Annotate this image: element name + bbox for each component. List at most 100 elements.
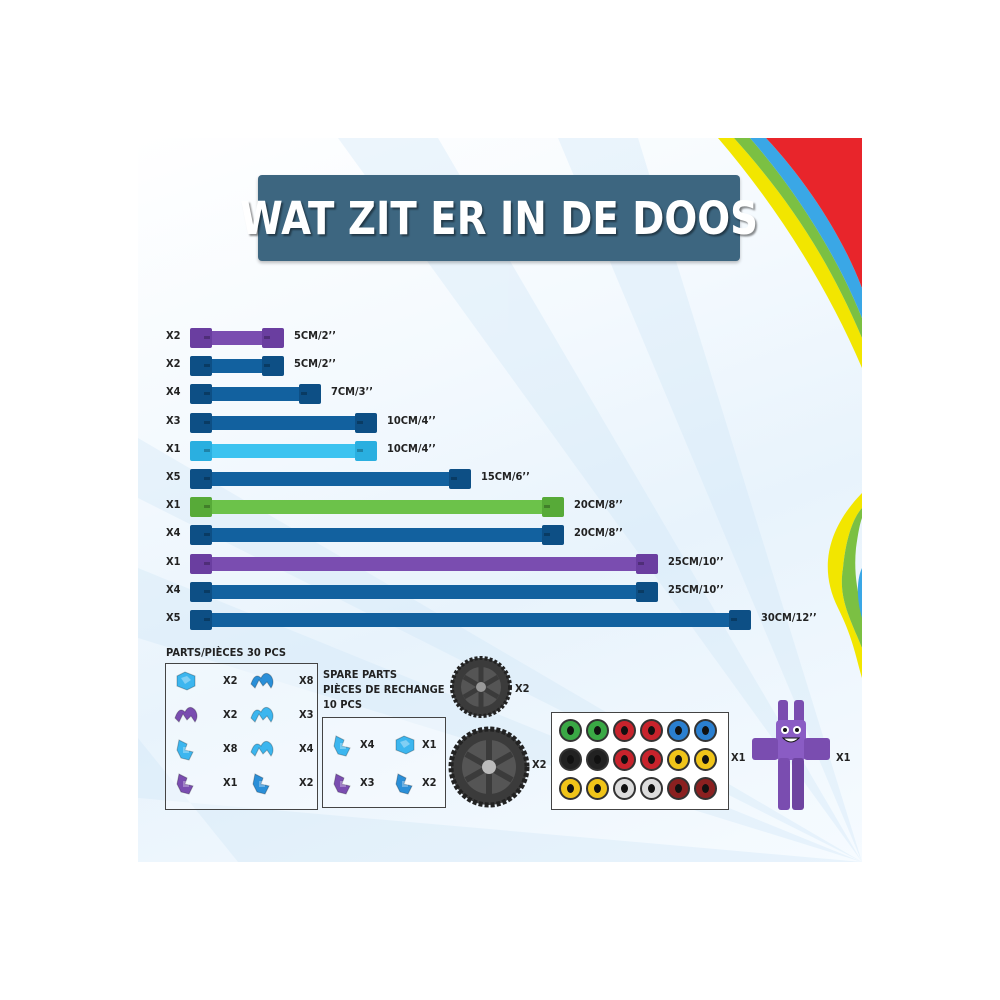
rod-quantity: X2 — [166, 357, 181, 371]
rod-quantity: X1 — [166, 498, 181, 512]
rod-end-cap — [190, 610, 212, 630]
rod-end-cap — [355, 412, 377, 433]
rod-end-cap — [190, 328, 212, 348]
eye-sticker — [559, 777, 582, 800]
eye-sticker — [667, 748, 690, 771]
rod-end-cap — [298, 384, 321, 405]
light-blue-double-clip-icon — [249, 736, 275, 767]
rod-blue — [190, 356, 284, 377]
rod-blue — [190, 469, 471, 489]
light-blue-hub-connector-icon — [173, 736, 199, 767]
spare-heading-2: PIÈCES DE RECHANGE — [323, 683, 445, 696]
rod-end-cap — [190, 581, 212, 602]
eye-sticker — [640, 719, 663, 742]
rod-quantity: X2 — [166, 329, 181, 342]
parts-qty: X2 — [223, 708, 238, 721]
rod-blue — [190, 412, 377, 433]
rod-end-cap — [190, 525, 212, 546]
rod-length-label: 25CM/10’’ — [667, 582, 724, 596]
rod-end-cap — [190, 384, 212, 405]
rod-end-cap — [190, 440, 212, 461]
eye-sticker — [559, 748, 582, 771]
rod-purple — [190, 328, 284, 348]
rod-blue — [190, 525, 564, 546]
light-blue-connector-icon — [392, 732, 418, 763]
eye-sticker — [694, 777, 717, 800]
rod-quantity: X4 — [166, 582, 181, 596]
purple-clip-connector-icon — [173, 702, 199, 733]
eye-sticker — [694, 719, 717, 742]
rod-green — [190, 497, 564, 518]
purple-bunny-figure-icon — [752, 700, 830, 810]
eye-sticker — [586, 719, 609, 742]
light-blue-clip-connector-icon — [249, 702, 275, 733]
rod-quantity: X3 — [166, 413, 181, 427]
rod-end-cap — [190, 497, 212, 518]
spare-qty: X3 — [360, 776, 375, 789]
rod-quantity: X1 — [166, 441, 181, 455]
rod-end-cap — [448, 469, 471, 489]
rod-length-label: 5CM/2’’ — [293, 357, 336, 371]
spare-qty: X2 — [422, 776, 437, 789]
parts-qty: X3 — [299, 708, 314, 721]
parts-qty: X2 — [223, 674, 238, 687]
eye-sticker — [586, 777, 609, 800]
rod-length-label: 20CM/8’’ — [574, 526, 623, 540]
rod-length-label: 7CM/3’’ — [330, 385, 373, 399]
rod-end-cap — [190, 356, 212, 377]
rod-length-label: 25CM/10’’ — [667, 554, 724, 568]
rod-quantity: X5 — [166, 611, 181, 624]
purple-hub-connector-icon — [330, 770, 356, 801]
rod-end-cap — [635, 581, 658, 602]
eye-sticker — [640, 777, 663, 800]
rod-end-cap — [542, 525, 564, 546]
rod-length-label: 5CM/2’’ — [293, 329, 336, 342]
rod-blue — [190, 581, 658, 602]
rod-light — [190, 440, 377, 461]
title-banner: WAT ZIT ER IN DE DOOS — [240, 175, 758, 261]
rod-length-label: 20CM/8’’ — [574, 498, 623, 512]
parts-qty: X8 — [223, 742, 238, 755]
rod-quantity: X4 — [166, 385, 181, 399]
rod-quantity: X1 — [166, 554, 181, 568]
eye-sticker — [640, 748, 663, 771]
eye-sticker — [613, 719, 636, 742]
light-blue-connector-icon — [173, 668, 199, 699]
parts-qty: X1 — [223, 776, 238, 789]
wheel-large-qty: X2 — [532, 758, 547, 771]
rod-purple — [190, 553, 658, 574]
rod-end-cap — [190, 553, 212, 574]
rod-length-label: 30CM/12’’ — [761, 611, 817, 624]
eye-sticker — [613, 777, 636, 800]
figure-qty: X1 — [836, 751, 851, 764]
parts-qty: X8 — [299, 674, 314, 687]
wheel-small-qty: X2 — [515, 682, 530, 695]
blue-hub-connector-icon — [392, 770, 418, 801]
rod-end-cap — [261, 356, 284, 377]
rod-end-cap — [542, 497, 564, 518]
eye-sticker — [667, 719, 690, 742]
eye-sticker — [613, 748, 636, 771]
blue-clip-connector-icon — [249, 668, 275, 699]
small-wheel-icon — [450, 656, 512, 718]
rod-length-label: 15CM/6’’ — [480, 470, 530, 483]
parts-qty: X4 — [299, 742, 314, 755]
rod-length-label: 10CM/4’’ — [387, 413, 436, 427]
rod-end-cap — [190, 412, 212, 433]
rod-end-cap — [261, 328, 284, 348]
eye-sticker — [586, 748, 609, 771]
eye-sticker — [667, 777, 690, 800]
large-wheel-icon — [448, 726, 530, 808]
page-title: WAT ZIT ER IN DE DOOS — [240, 191, 758, 245]
spare-qty: X4 — [360, 738, 375, 751]
eye-sticker-qty: X1 — [731, 751, 746, 764]
spare-qty: X1 — [422, 738, 437, 751]
rod-blue — [190, 610, 751, 630]
parts-heading: PARTS/PIÈCES 30 PCS — [166, 646, 287, 659]
rod-length-label: 10CM/4’’ — [387, 441, 436, 455]
parts-qty: X2 — [299, 776, 314, 789]
purple-hub-connector-icon — [173, 770, 199, 801]
rod-end-cap — [355, 440, 377, 461]
spare-heading-1: SPARE PARTS — [323, 668, 398, 681]
rod-end-cap — [190, 469, 212, 489]
